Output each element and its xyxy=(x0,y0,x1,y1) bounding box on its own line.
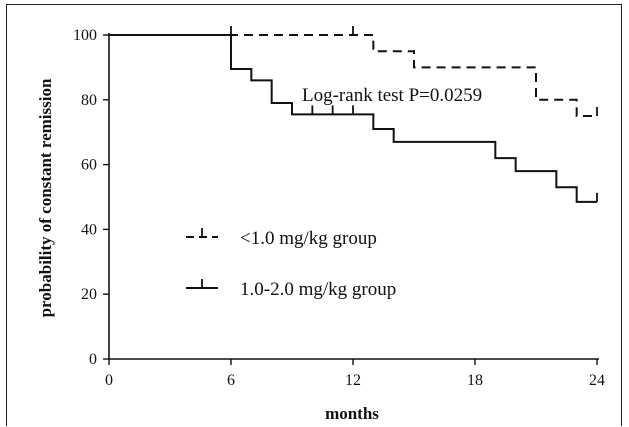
figure-frame xyxy=(6,4,622,426)
axes xyxy=(103,33,599,365)
x-tick-label: 0 xyxy=(105,372,113,389)
survival-curves xyxy=(109,26,598,203)
log-rank-annotation: Log-rank test P=0.0259 xyxy=(302,85,482,106)
series-line-2 xyxy=(109,34,597,203)
y-tick-label: 0 xyxy=(89,351,97,368)
y-tick-label: 40 xyxy=(81,221,97,238)
tick-labels: 0 6 12 18 24 0 20 40 60 80 100 xyxy=(73,27,605,389)
y-tick-label: 80 xyxy=(81,92,97,109)
legend: <1.0 mg/kg group 1.0-2.0 mg/kg group xyxy=(186,228,396,300)
legend-label-2: 1.0-2.0 mg/kg group xyxy=(240,279,396,300)
y-tick-label: 20 xyxy=(81,286,97,303)
x-axis-title: months xyxy=(325,404,379,423)
x-tick-label: 18 xyxy=(467,372,483,389)
series-line-1 xyxy=(109,34,597,117)
y-axis-title: probability of constant remission xyxy=(36,78,55,317)
x-tick-label: 12 xyxy=(345,372,361,389)
legend-label-1: <1.0 mg/kg group xyxy=(240,228,377,249)
x-tick-label: 24 xyxy=(589,372,605,389)
y-tick-label: 60 xyxy=(81,157,97,174)
x-tick-label: 6 xyxy=(227,372,235,389)
y-tick-label: 100 xyxy=(73,27,97,44)
